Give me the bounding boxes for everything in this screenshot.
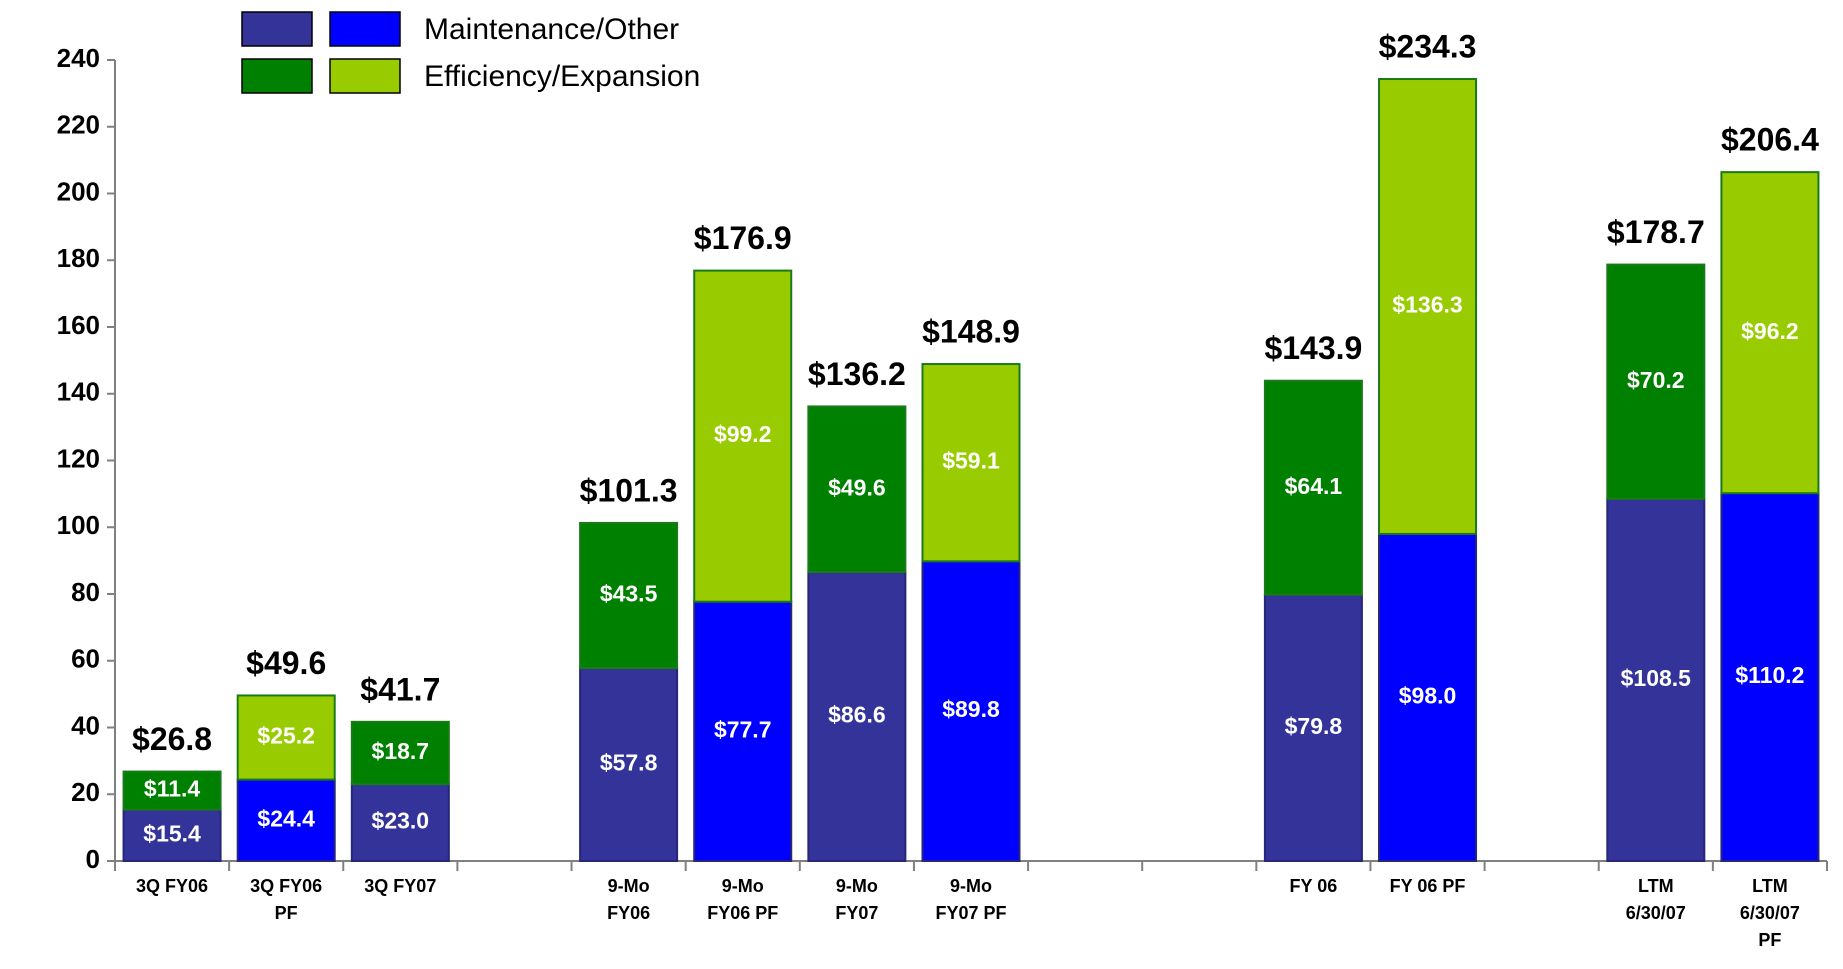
- x-tick-label: LTM 6/30/07 PF: [1739, 876, 1800, 950]
- bar-segment: [1720, 492, 1820, 862]
- bar-segment: [807, 570, 907, 862]
- x-tick-label: FY 06 PF: [1389, 876, 1466, 896]
- bar-segment: [1606, 263, 1706, 500]
- x-tick-label: 3Q FY07: [364, 876, 437, 896]
- y-tick-label: 100: [57, 510, 100, 540]
- total-label: $49.6: [246, 645, 326, 681]
- value-label: $59.1: [942, 448, 1000, 474]
- value-label: $79.8: [1285, 713, 1343, 739]
- value-label: $98.0: [1399, 683, 1457, 709]
- y-tick-label: 140: [57, 377, 100, 407]
- value-label: $11.4: [144, 776, 200, 802]
- total-label: $234.3: [1379, 28, 1477, 64]
- total-label: $206.4: [1721, 122, 1819, 158]
- value-label: $15.4: [143, 820, 201, 846]
- x-tick-label: 9-Mo FY07: [835, 876, 879, 923]
- total-label: $41.7: [360, 671, 440, 707]
- value-label: $108.5: [1621, 665, 1692, 691]
- y-tick-label: 40: [71, 710, 100, 740]
- y-tick-label: 240: [57, 43, 100, 73]
- bar-segment: [1378, 532, 1478, 862]
- value-label: $25.2: [257, 723, 315, 749]
- total-label: $176.9: [694, 220, 792, 256]
- legend-label: Efficiency/Expansion: [424, 60, 700, 93]
- bar-segment: [807, 405, 907, 573]
- y-tick-label: 20: [71, 777, 100, 807]
- bar-segment: [1720, 171, 1820, 495]
- bar-segment: [579, 521, 679, 670]
- legend-swatch: [329, 58, 401, 94]
- x-tick-label: 9-Mo FY06 PF: [707, 876, 779, 923]
- value-label: $99.2: [714, 421, 772, 447]
- y-tick-label: 200: [57, 176, 100, 206]
- total-label: $148.9: [922, 313, 1020, 349]
- legend-swatch: [241, 11, 313, 47]
- value-label: $57.8: [600, 750, 658, 776]
- bar-segment: [1263, 379, 1363, 596]
- bar-segment: [693, 600, 793, 863]
- value-label: $70.2: [1627, 367, 1685, 393]
- bar-segment: [693, 269, 793, 603]
- bar-segment: [1263, 593, 1363, 862]
- total-label: $26.8: [132, 721, 212, 757]
- bar-segment: [579, 667, 679, 863]
- value-label: $110.2: [1735, 662, 1804, 688]
- bar-segment: [236, 694, 336, 781]
- x-tick-label: FY 06: [1289, 876, 1338, 896]
- y-tick-label: 160: [57, 310, 100, 340]
- y-tick-label: 220: [57, 110, 100, 140]
- value-label: $64.1: [1285, 473, 1343, 499]
- x-tick-label: LTM 6/30/07: [1625, 876, 1686, 923]
- bar-segment: [122, 770, 222, 811]
- value-label: $43.5: [600, 581, 658, 607]
- bar-segment: [1606, 497, 1706, 862]
- value-label: $96.2: [1741, 318, 1799, 344]
- value-label: $24.4: [257, 805, 315, 831]
- bar-segment: [921, 560, 1021, 862]
- value-label: $136.3: [1392, 292, 1462, 318]
- bar-segment: [1378, 78, 1478, 535]
- y-tick-label: 60: [71, 644, 100, 674]
- bar-segment: [921, 363, 1021, 563]
- value-label: $86.6: [828, 702, 886, 728]
- value-label: $89.8: [942, 696, 1000, 722]
- total-label: $101.3: [580, 472, 678, 508]
- bar-segment: [350, 720, 450, 786]
- y-tick-label: 0: [86, 844, 100, 874]
- value-label: $18.7: [372, 738, 430, 764]
- y-tick-label: 120: [57, 443, 100, 473]
- legend-swatch: [241, 58, 313, 94]
- y-tick-label: 80: [71, 577, 100, 607]
- total-label: $136.2: [808, 356, 906, 392]
- value-label: $49.6: [828, 474, 886, 500]
- value-label: $77.7: [714, 716, 772, 742]
- legend-swatch: [329, 11, 401, 47]
- legend-label: Maintenance/Other: [424, 13, 679, 46]
- x-tick-label: 9-Mo FY06: [607, 876, 651, 923]
- x-tick-label: 3Q FY06 PF: [250, 876, 323, 923]
- total-label: $178.7: [1607, 214, 1705, 250]
- value-label: $23.0: [372, 808, 430, 834]
- x-tick-label: 9-Mo FY07 PF: [935, 876, 1007, 923]
- x-tick-label: 3Q FY06: [136, 876, 209, 896]
- y-tick-label: 180: [57, 243, 100, 273]
- bar-segment: [236, 778, 336, 862]
- total-label: $143.9: [1264, 330, 1362, 366]
